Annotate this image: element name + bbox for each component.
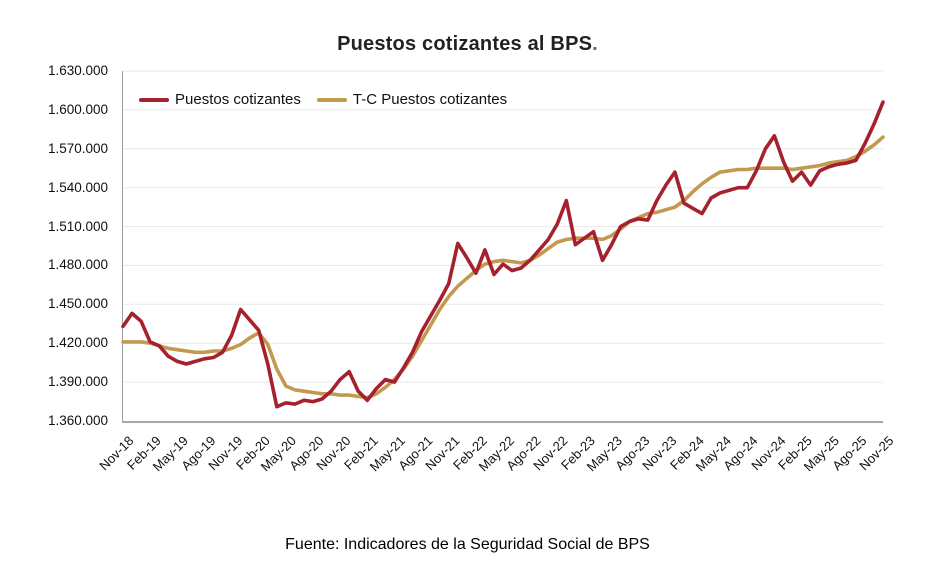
y-axis-tick-label: 1.420.000	[47, 335, 108, 351]
legend-label-tc-puestos-cotizantes: T-C Puestos cotizantes	[352, 91, 508, 108]
legend-line-puestos-cotizantes	[139, 97, 169, 102]
chart-canvas	[121, 70, 885, 409]
plot-area: Puestos cotizantes T-C Puestos cotizante…	[121, 70, 885, 423]
chart-title: Puestos cotizantes al BPS.	[0, 33, 935, 56]
series-line-0	[121, 100, 885, 409]
legend-label-puestos-cotizantes: Puestos cotizantes	[175, 91, 301, 108]
y-axis-tick-label: 1.480.000	[47, 257, 108, 273]
chart-title-text: Puestos cotizantes al BPS	[337, 33, 593, 55]
y-axis-tick-label: 1.390.000	[47, 374, 108, 390]
chart-legend: Puestos cotizantes T-C Puestos cotizante…	[139, 91, 517, 108]
y-axis-tick-label: 1.510.000	[47, 218, 108, 234]
y-axis-tick-label: 1.540.000	[47, 179, 108, 195]
series-line-1	[121, 135, 885, 400]
y-axis-tick-label: 1.570.000	[47, 140, 108, 156]
legend-line-tc-puestos-cotizantes	[316, 97, 347, 102]
y-axis-tick-label: 1.630.000	[47, 63, 108, 78]
source-note: Fuente: Indicadores de la Seguridad Soci…	[285, 536, 650, 553]
y-axis-tick-label: 1.450.000	[47, 296, 108, 312]
y-axis-tick-label: 1.600.000	[47, 101, 108, 117]
y-axis-tick-label: 1.360.000	[47, 413, 108, 428]
title-period: .	[592, 33, 598, 55]
